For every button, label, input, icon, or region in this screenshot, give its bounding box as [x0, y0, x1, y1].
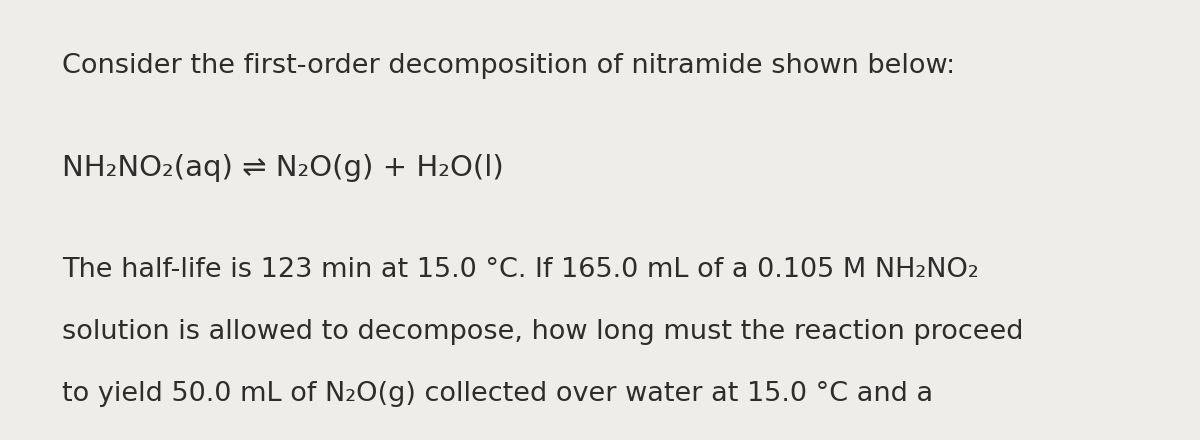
Text: The half-life is 123 min at 15.0 °C. If 165.0 mL of a 0.105 M NH₂NO₂: The half-life is 123 min at 15.0 °C. If … [62, 257, 979, 283]
Text: to yield 50.0 mL of N₂O(g) collected over water at 15.0 °C and a: to yield 50.0 mL of N₂O(g) collected ove… [62, 381, 934, 407]
Text: NH₂NO₂(aq) ⇌ N₂O(g) + H₂O(l): NH₂NO₂(aq) ⇌ N₂O(g) + H₂O(l) [62, 154, 504, 182]
Text: Consider the first-order decomposition of nitramide shown below:: Consider the first-order decomposition o… [62, 53, 955, 79]
Text: solution is allowed to decompose, how long must the reaction proceed: solution is allowed to decompose, how lo… [62, 319, 1024, 345]
